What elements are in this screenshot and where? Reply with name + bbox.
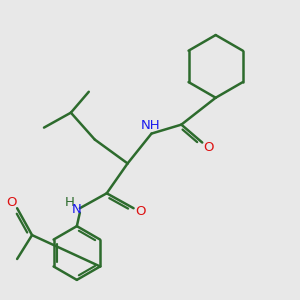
Text: N: N	[72, 203, 82, 216]
Text: NH: NH	[141, 119, 161, 132]
Text: O: O	[135, 205, 146, 218]
Text: O: O	[203, 140, 214, 154]
Text: H: H	[64, 196, 74, 209]
Text: O: O	[7, 196, 17, 209]
